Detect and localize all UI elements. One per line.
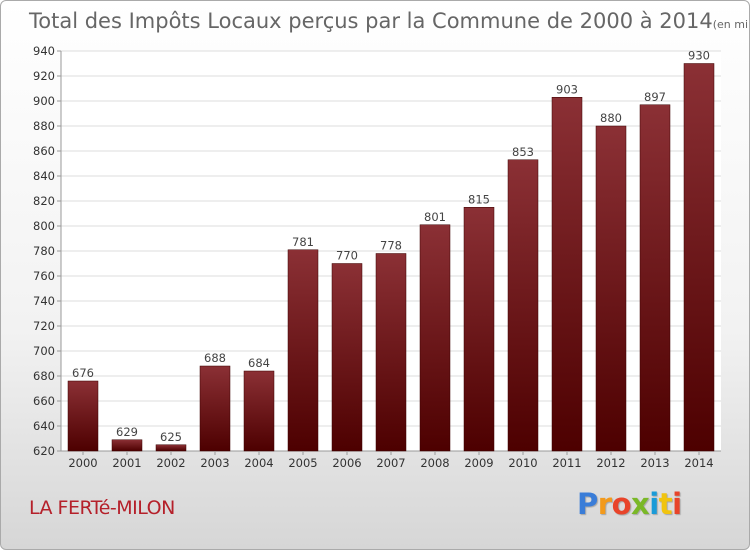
x-tick-label: 2000 [68, 456, 97, 470]
y-tick-label: 660 [33, 394, 55, 408]
y-tick-label: 740 [33, 294, 55, 308]
y-tick-label: 860 [33, 144, 55, 158]
data-label: 801 [424, 210, 446, 224]
x-tick-label: 2011 [552, 456, 581, 470]
data-label: 770 [336, 249, 358, 263]
y-tick-label: 940 [33, 44, 55, 58]
bar [331, 263, 363, 452]
y-tick-label: 700 [33, 344, 55, 358]
data-label: 815 [468, 192, 490, 206]
data-label: 897 [644, 90, 666, 104]
bar [639, 104, 671, 452]
bar [111, 439, 143, 452]
logo-letter: x [631, 487, 650, 521]
logo-letter: i [649, 487, 659, 521]
data-label: 781 [292, 235, 314, 249]
data-label: 930 [688, 49, 710, 63]
data-label: 903 [556, 82, 578, 96]
plot-area: 620 640 660 680 700 720 740 760 780 800 820 840 860 8… [33, 44, 721, 470]
x-tick-label: 2001 [112, 456, 141, 470]
bar [287, 249, 319, 452]
bar [507, 159, 539, 452]
data-label: 853 [512, 145, 534, 159]
chart-title-main: Total des Impôts Locaux perçus par la Co… [28, 9, 713, 33]
y-tick-label: 840 [33, 169, 55, 183]
chart-title-unit: (en milliers d'€) [713, 18, 749, 31]
logo-letter: P [577, 487, 598, 521]
data-label: 625 [160, 430, 182, 444]
x-tick-label: 2005 [288, 456, 317, 470]
data-label: 688 [204, 351, 226, 365]
y-tick-label: 760 [33, 269, 55, 283]
y-tick-label: 620 [33, 444, 55, 458]
x-tick-label: 2010 [508, 456, 537, 470]
y-tick-label: 680 [33, 369, 55, 383]
y-tick-label: 820 [33, 194, 55, 208]
data-label: 880 [600, 111, 622, 125]
x-tick-label: 2002 [156, 456, 185, 470]
commune-name: LA FERTé-MILON [29, 497, 175, 519]
bar [199, 365, 231, 452]
data-label: 778 [380, 239, 402, 253]
chart-title: Total des Impôts Locaux perçus par la Co… [28, 9, 749, 33]
bar [463, 207, 495, 452]
bar [419, 224, 451, 452]
bar [683, 63, 715, 452]
data-label: 629 [116, 425, 138, 439]
y-tick-label: 900 [33, 94, 55, 108]
x-tick-label: 2012 [596, 456, 625, 470]
data-label: 676 [72, 366, 94, 380]
x-tick-label: 2004 [244, 456, 273, 470]
y-tick-label: 720 [33, 319, 55, 333]
bar [375, 253, 407, 452]
x-tick-label: 2009 [464, 456, 493, 470]
logo-letter: r [597, 487, 612, 521]
bar [595, 125, 627, 452]
logo-letter: t [658, 487, 673, 521]
bar [155, 444, 187, 452]
x-tick-label: 2006 [332, 456, 361, 470]
x-tick-label: 2003 [200, 456, 229, 470]
bar [243, 370, 275, 452]
logo-letter: o [611, 487, 632, 521]
data-label: 684 [248, 356, 270, 370]
y-tick-label: 640 [33, 419, 55, 433]
x-tick-label: 2013 [640, 456, 669, 470]
y-tick-label: 800 [33, 219, 55, 233]
bar [551, 97, 583, 452]
y-tick-label: 920 [33, 69, 55, 83]
x-tick-label: 2007 [376, 456, 405, 470]
x-tick-label: 2014 [684, 456, 713, 470]
proxiti-logo: Proxiti [577, 487, 682, 521]
bar [67, 380, 99, 452]
logo-letter: i [672, 487, 682, 521]
y-tick-label: 780 [33, 244, 55, 258]
y-tick-label: 880 [33, 119, 55, 133]
x-tick-label: 2008 [420, 456, 449, 470]
